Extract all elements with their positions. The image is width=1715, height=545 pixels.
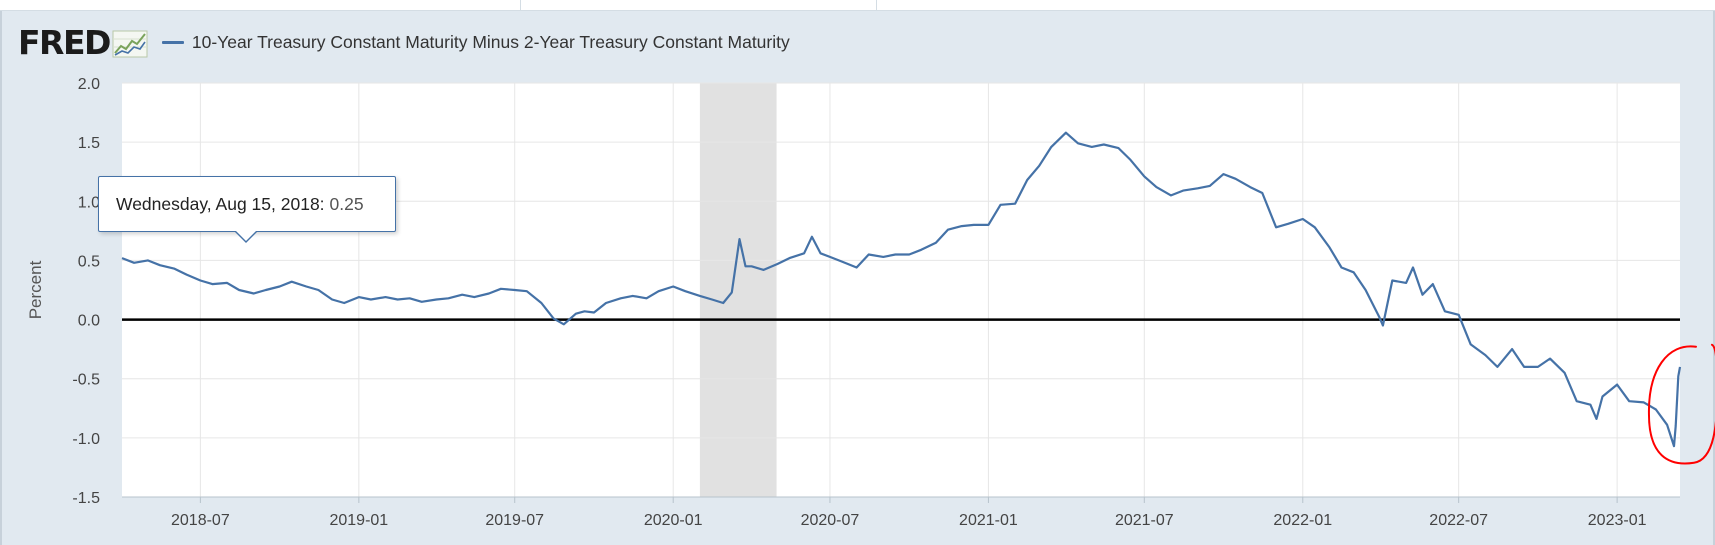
x-tick-label: 2021-01 bbox=[959, 512, 1018, 529]
legend-label: 10-Year Treasury Constant Maturity Minus… bbox=[191, 31, 790, 52]
x-tick-label: 2020-07 bbox=[801, 512, 860, 529]
fred-logo[interactable]: FRED bbox=[18, 26, 148, 59]
chart-header: FRED 10-Year Treasury Constant Maturity … bbox=[18, 22, 790, 62]
y-tick-label: 1.0 bbox=[78, 194, 100, 211]
legend-swatch bbox=[161, 40, 184, 44]
y-tick-label: -1.5 bbox=[72, 490, 100, 507]
recession-shading bbox=[699, 83, 777, 497]
y-tick-label: 1.5 bbox=[78, 135, 100, 152]
x-tick-label: 2022-01 bbox=[1273, 512, 1332, 529]
y-tick-label: 2.0 bbox=[78, 76, 100, 93]
y-tick-label: 0.5 bbox=[78, 253, 100, 270]
x-tick-label: 2020-01 bbox=[644, 512, 703, 529]
annotation-circle bbox=[1647, 343, 1715, 465]
top-toolbar-strip bbox=[0, 0, 1715, 11]
x-tick-label: 2018-07 bbox=[171, 512, 230, 529]
series-legend[interactable]: 10-Year Treasury Constant Maturity Minus… bbox=[161, 31, 790, 53]
x-tick-label: 2019-07 bbox=[485, 512, 544, 529]
tooltip-pointer-fill bbox=[236, 231, 256, 241]
y-axis-label: Percent bbox=[26, 260, 45, 319]
y-tick-label: -0.5 bbox=[72, 372, 100, 389]
fred-logo-text: FRED bbox=[18, 22, 111, 62]
plot-area bbox=[122, 83, 1680, 497]
series-line bbox=[121, 131, 1682, 448]
y-tick-label: 0.0 bbox=[78, 313, 100, 330]
x-tick-label: 2021-07 bbox=[1115, 512, 1174, 529]
x-tick-label: 2023-01 bbox=[1588, 512, 1647, 529]
line-chart-icon bbox=[112, 30, 148, 58]
y-tick-label: -1.0 bbox=[72, 431, 100, 448]
toolbar-divider bbox=[520, 0, 521, 10]
x-tick-label: 2022-07 bbox=[1429, 512, 1488, 529]
x-tick-label: 2019-01 bbox=[329, 512, 388, 529]
tooltip-date: Wednesday, Aug 15, 2018: bbox=[116, 193, 325, 214]
tooltip-value: 0.25 bbox=[329, 193, 364, 214]
data-tooltip: Wednesday, Aug 15, 2018: 0.25 bbox=[98, 176, 396, 232]
toolbar-divider bbox=[876, 0, 877, 10]
